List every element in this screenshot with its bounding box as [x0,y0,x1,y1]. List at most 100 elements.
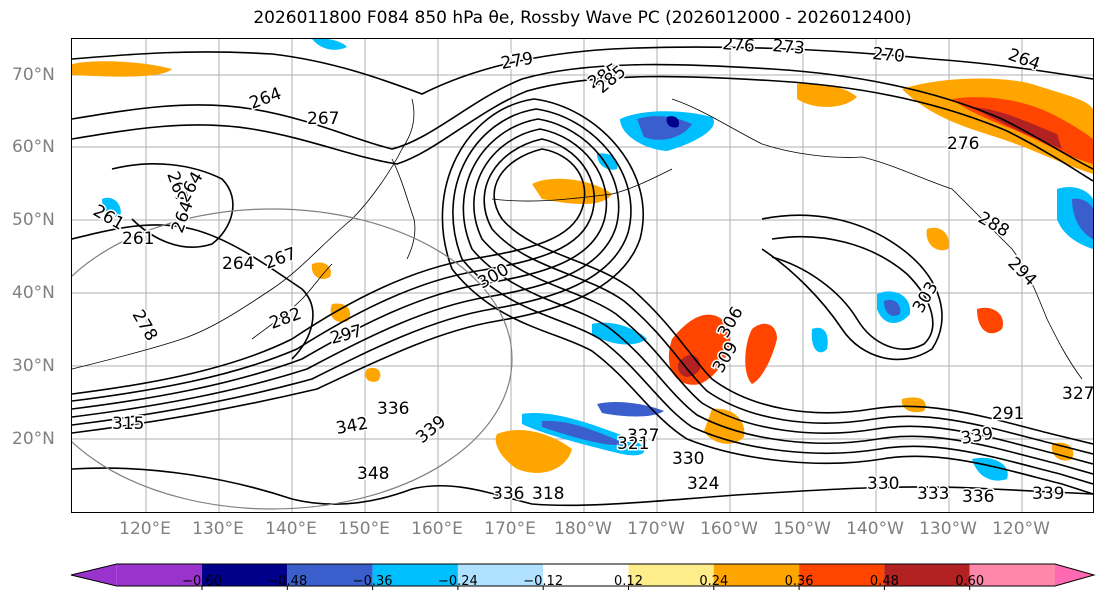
contour-label: 267 [307,109,339,129]
theta-e-contour [72,128,1093,465]
colorbar-tick-label: 0.60 [955,574,985,589]
map-title: 2026011800 F084 850 hPa θe, Rossby Wave … [253,8,912,28]
lat-label: 30°N [12,356,55,376]
contour-label: 264 [222,254,254,274]
contour-label: 282 [267,304,304,334]
japan-coastline [251,263,333,340]
anomaly-patch [884,299,901,316]
anomaly-patch [532,178,612,204]
lon-label: 160°E [411,519,463,539]
contour-label: 327 [1062,384,1093,404]
lon-label: 130°W [919,519,977,539]
lat-label: 40°N [12,283,55,303]
lon-label: 170°W [627,519,685,539]
theta-e-contour [72,467,1093,507]
contour-label: 303 [909,278,943,316]
contour-label: 336 [492,484,524,504]
colorbar-cell [457,564,544,586]
contour-label: 264 [247,84,284,114]
contour-label: 333 [917,484,949,504]
positive-anomaly-shading [72,61,1093,473]
theta-e-contours [72,46,1093,507]
contour-label: 297 [328,321,365,349]
contour-label: 261 [122,229,154,249]
colorbar [70,563,1096,590]
anomaly-patch [811,327,828,353]
colorbar-cell [884,564,970,586]
anomaly-patch [102,197,121,218]
lat-label: 20°N [12,429,55,449]
aleutian-chain [491,168,673,202]
anomaly-patch [666,116,680,128]
anomaly-patch [797,83,857,107]
lat-label: 60°N [12,137,55,157]
anomaly-patch [311,262,331,280]
contour-label: 288 [975,208,1013,242]
colorbar-cells [70,563,1096,590]
theta-e-contour [72,63,1093,170]
contour-label: 315 [112,414,144,434]
domain-outline [72,208,513,510]
colorbar-tick-label: −0.48 [267,574,308,589]
colorbar-tick-label: −0.24 [437,574,478,589]
theta-e-contour [72,224,314,360]
theta-e-contour [111,163,234,248]
contour-label: 273 [772,39,806,59]
lon-label: 160°W [700,519,758,539]
contour-label: 278 [128,307,162,345]
colorbar-cell [372,564,458,586]
theta-e-contour [761,214,943,361]
colorbar-tick-label: 0.24 [699,574,729,589]
anomaly-patch [977,307,1003,334]
theta-e-contour [72,118,1093,475]
colorbar-tick-label: 0.36 [784,574,814,589]
anomaly-patch [901,397,926,413]
north-america-coastline [951,188,1083,380]
contour-label: 330 [867,474,899,494]
lat-label: 70°N [12,65,55,85]
contour-label: 348 [357,464,389,484]
anomaly-patch [926,227,949,251]
contour-label: 318 [532,484,564,504]
lon-label: 170°E [484,519,536,539]
anomaly-patch [1072,198,1093,239]
contour-label: 276 [722,39,756,57]
anomaly-patch [312,39,347,50]
colorbar-tick-label: −0.36 [352,574,393,589]
anomaly-patch [330,303,351,323]
colorbar-extend-max [1055,564,1094,586]
theta-e-contour [72,138,1093,455]
contour-label: 330 [672,449,704,469]
colorbar-cell [287,564,373,586]
colorbar-cell [799,564,885,586]
lon-label: 180°W [554,519,612,539]
lon-label: 120°E [119,519,171,539]
lat-label: 50°N [12,210,55,230]
coastlines [72,98,1083,380]
contour-label: 336 [377,399,409,419]
colorbar-tick-label: −0.12 [523,574,564,589]
theta-e-contour [72,108,1093,485]
contour-label: 321 [617,434,649,454]
contour-label: 276 [947,134,979,154]
lon-label: 120°W [992,519,1050,539]
colorbar-cell [628,564,714,586]
lon-label: 140°W [846,519,904,539]
lon-label: 130°E [192,519,244,539]
kamchatka-coastline [391,158,416,260]
contour-label: 336 [962,487,994,507]
anomaly-patch [542,420,627,446]
colorbar-cell [116,564,202,586]
alaska-coastline [671,98,953,190]
contour-label: 270 [872,44,906,67]
anomaly-patch [495,429,572,473]
colorbar-extend-min [71,564,117,586]
contour-label: 339 [412,412,450,448]
anomaly-patch [365,367,381,382]
negative-anomaly-shading [102,39,1093,481]
colorbar-outline [70,563,1096,587]
asia-coastline [72,98,415,370]
lon-label: 140°E [265,519,317,539]
contour-label: 267 [262,244,299,274]
